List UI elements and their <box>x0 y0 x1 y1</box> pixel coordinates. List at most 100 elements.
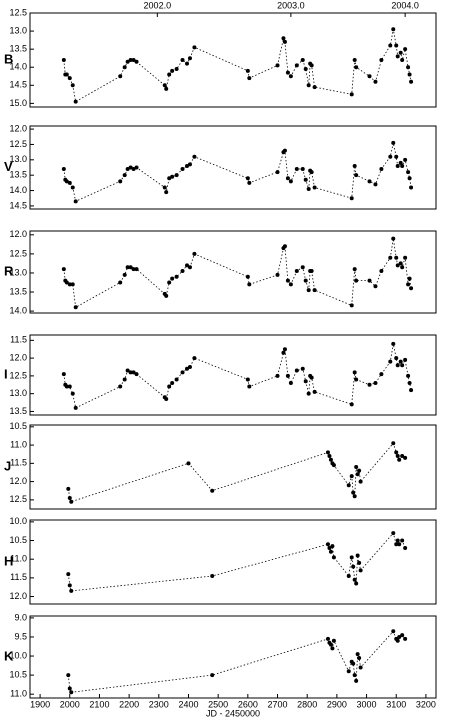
data-point <box>355 553 360 558</box>
data-point <box>275 373 280 378</box>
data-point <box>391 140 396 145</box>
data-point <box>288 179 293 184</box>
data-point <box>395 163 400 168</box>
data-point <box>403 157 408 162</box>
data-point <box>282 244 287 249</box>
data-point <box>64 384 69 389</box>
data-point <box>354 465 359 469</box>
data-point <box>300 167 305 172</box>
data-point <box>128 165 133 170</box>
y-tick-label: 13.0 <box>9 25 27 35</box>
data-point <box>67 180 72 185</box>
data-point <box>164 397 169 401</box>
data-point <box>125 59 130 64</box>
data-point <box>306 83 311 88</box>
data-point <box>330 544 335 549</box>
data-point <box>407 72 412 77</box>
data-point <box>303 379 308 384</box>
y-tick-label: 12.5 <box>9 494 27 504</box>
data-point <box>167 176 172 181</box>
data-point <box>346 669 351 674</box>
light-curve <box>67 630 406 693</box>
x-tick-label: 1900 <box>30 699 50 709</box>
data-point <box>352 163 357 168</box>
y-tick-label: 12.0 <box>9 123 27 133</box>
data-point <box>395 54 400 59</box>
y-tick-label: 11.0 <box>10 439 27 449</box>
data-point <box>406 373 411 378</box>
data-point <box>122 272 127 277</box>
data-point <box>407 276 412 281</box>
data-point <box>128 58 133 62</box>
data-point <box>281 350 286 355</box>
data-point <box>388 255 393 260</box>
data-point <box>187 56 192 61</box>
data-point <box>70 83 75 88</box>
data-point <box>349 474 354 479</box>
data-point <box>400 163 405 168</box>
data-point <box>379 167 384 172</box>
data-point <box>379 269 384 274</box>
data-point <box>131 370 136 375</box>
data-point <box>391 441 396 446</box>
y-tick-label: 13.5 <box>9 44 27 54</box>
panel-label: J <box>4 458 11 473</box>
data-point <box>331 555 336 560</box>
data-point <box>61 267 66 272</box>
data-point <box>73 199 78 204</box>
data-point <box>331 638 336 643</box>
data-point <box>309 375 314 380</box>
y-tick-label: 13.5 <box>9 170 27 180</box>
data-point <box>397 634 402 639</box>
y-tick-label: 13.5 <box>9 286 27 296</box>
data-point <box>247 180 252 185</box>
y-tick-label: 12.5 <box>9 370 27 380</box>
y-tick-label: 14.0 <box>9 185 27 195</box>
data-point <box>247 384 252 389</box>
data-point <box>245 274 250 279</box>
data-point <box>349 402 354 407</box>
data-point <box>354 581 359 586</box>
data-point <box>210 488 215 493</box>
y-tick-label: 11.5 <box>10 458 27 468</box>
data-point <box>400 538 405 543</box>
data-point <box>358 665 363 670</box>
data-point <box>174 274 179 279</box>
data-point <box>354 173 359 178</box>
y-tick-label: 13.5 <box>9 406 27 416</box>
data-point <box>403 636 408 641</box>
data-point <box>352 494 357 499</box>
data-point <box>73 405 78 410</box>
data-point <box>357 560 362 565</box>
data-point <box>303 177 308 182</box>
data-point <box>397 457 402 462</box>
data-point <box>306 391 311 396</box>
data-point <box>174 377 179 382</box>
data-point <box>400 363 405 368</box>
data-point <box>394 542 399 547</box>
data-point <box>351 490 356 495</box>
data-point <box>309 269 314 274</box>
data-point <box>285 176 290 181</box>
data-point <box>275 170 280 175</box>
data-point <box>349 92 354 97</box>
data-point <box>331 463 336 468</box>
data-point <box>164 293 169 298</box>
data-point <box>282 347 287 352</box>
data-point <box>328 549 333 554</box>
data-point <box>187 265 192 270</box>
data-point <box>134 267 139 272</box>
data-point <box>352 370 357 375</box>
light-curve <box>63 343 412 409</box>
data-point <box>66 673 71 678</box>
y-tick-label: 12.5 <box>9 139 27 149</box>
data-point <box>180 370 185 375</box>
data-point <box>164 190 169 195</box>
data-point <box>406 170 411 175</box>
y-tick-label: 14.0 <box>9 305 27 315</box>
y-tick-label: 12.0 <box>9 352 27 362</box>
data-point <box>184 163 189 168</box>
data-point <box>400 58 405 62</box>
data-point <box>391 236 396 241</box>
data-point <box>162 185 167 190</box>
